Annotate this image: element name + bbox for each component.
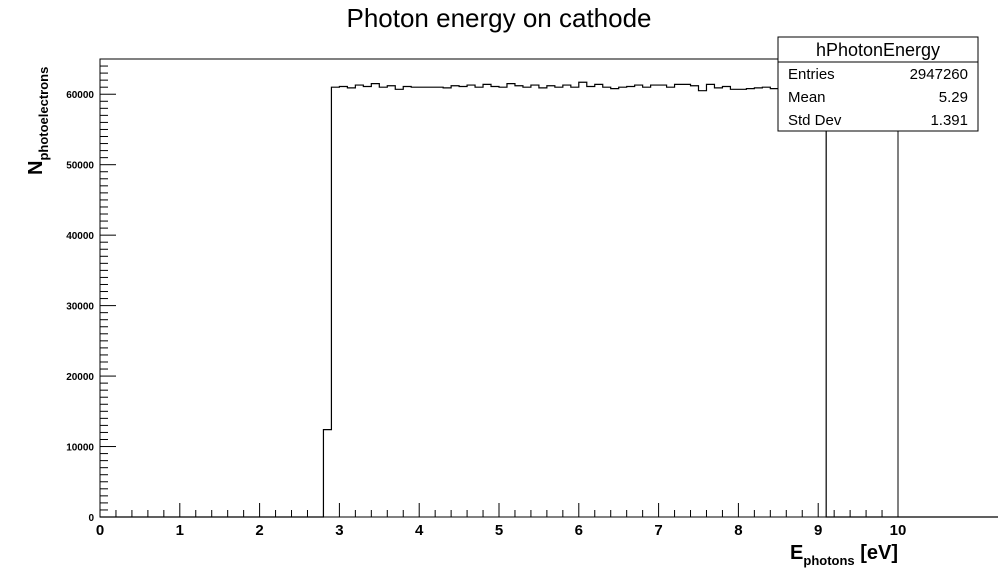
x-axis-label-sub: photons: [803, 553, 854, 568]
x-tick-label: 7: [654, 522, 662, 539]
stats-box-title: hPhotonEnergy: [816, 40, 940, 60]
y-axis-ticks: 0 10000 20000 30000 40000 50000 60000: [66, 58, 116, 524]
x-tick-label: 8: [734, 522, 742, 539]
y-tick-label: 20000: [66, 372, 94, 383]
x-tick-label: 5: [495, 522, 503, 539]
x-axis-ticks: 0 1 2 3 4 5 6 7 8 9 10: [96, 503, 907, 539]
x-tick-label: 0: [96, 522, 104, 539]
x-tick-label: 1: [176, 522, 184, 539]
stats-mean-value: 5.29: [939, 89, 968, 106]
y-axis-label-sub: photoelectrons: [36, 67, 51, 161]
x-axis-label-main: E: [790, 542, 803, 564]
histogram-series: [100, 81, 998, 518]
x-tick-label: 6: [575, 522, 583, 539]
y-tick-label: 60000: [66, 90, 94, 101]
stats-box: hPhotonEnergy Entries 2947260 Mean 5.29 …: [777, 36, 979, 132]
y-tick-label: 10000: [66, 443, 94, 454]
x-tick-label: 3: [335, 522, 343, 539]
stats-mean-label: Mean: [788, 89, 826, 106]
x-tick-label: 9: [814, 522, 822, 539]
y-tick-label: 40000: [66, 231, 94, 242]
y-axis-label-main: N: [25, 161, 47, 175]
stats-stddev-label: Std Dev: [788, 112, 842, 129]
stats-box-frame: [777, 36, 979, 132]
chart-title: Photon energy on cathode: [346, 3, 651, 33]
x-tick-label: 4: [415, 522, 424, 539]
stats-entries-value: 2947260: [910, 66, 968, 83]
x-tick-label: 2: [255, 522, 263, 539]
x-tick-label: 10: [890, 522, 907, 539]
x-axis-label: Ephotons [eV]: [790, 542, 898, 568]
x-axis-label-unit: [eV]: [855, 542, 898, 564]
y-tick-label: 30000: [66, 302, 94, 313]
y-tick-label: 50000: [66, 161, 94, 172]
y-tick-label: 0: [88, 513, 94, 524]
stats-entries-label: Entries: [788, 66, 835, 83]
y-axis-label: Nphotoelectrons: [25, 67, 51, 175]
stats-stddev-value: 1.391: [930, 112, 968, 129]
